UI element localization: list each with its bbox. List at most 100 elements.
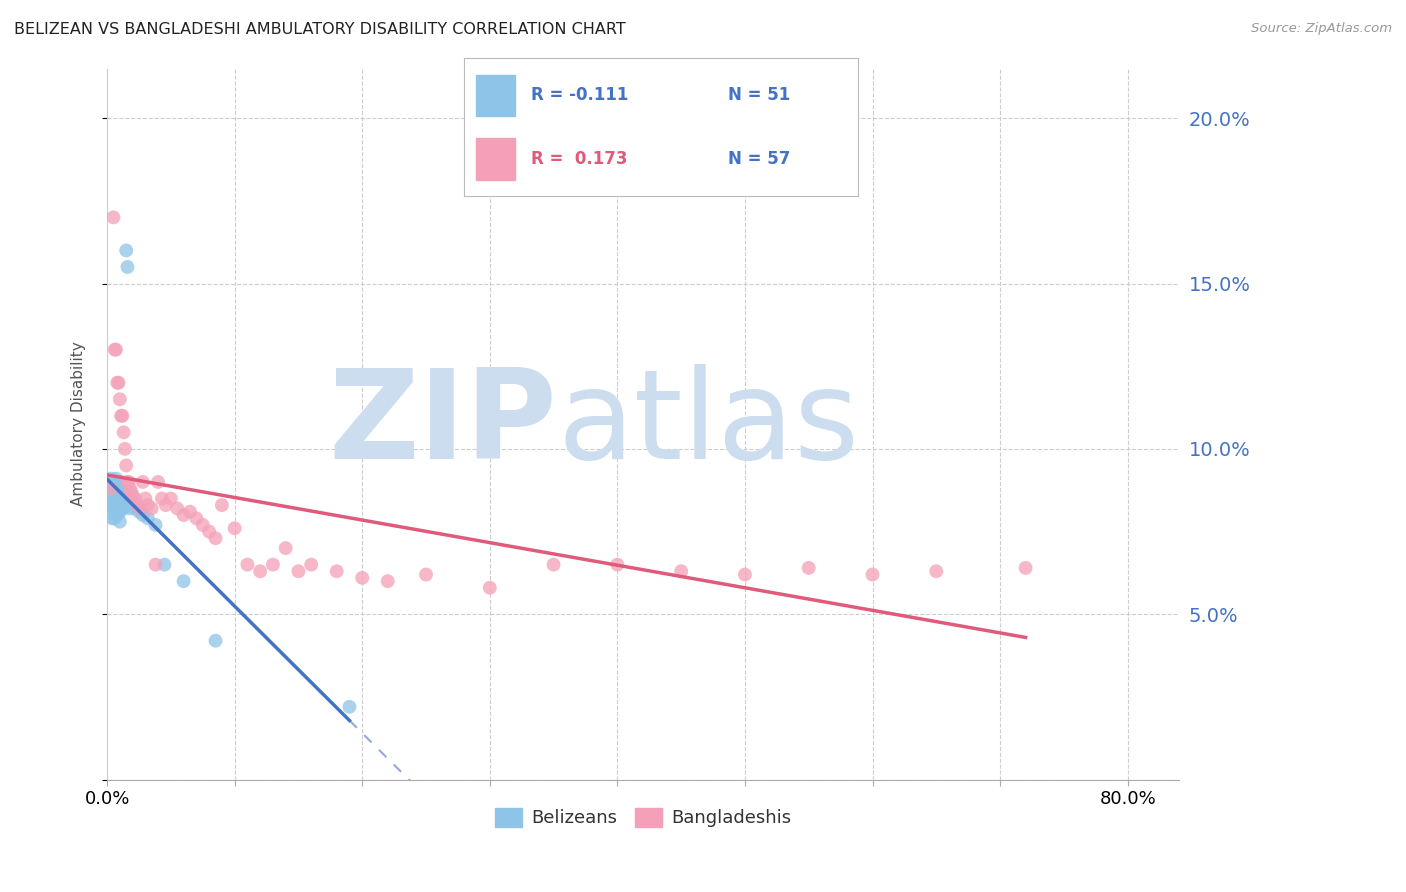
Point [145, 517, 167, 532]
Point [173, 508, 195, 522]
Point [105, 472, 128, 486]
Point [132, 475, 155, 489]
Point [108, 498, 131, 512]
Point [111, 409, 134, 423]
Point [101, 511, 124, 525]
Point [299, 558, 322, 572]
Point [114, 442, 136, 456]
Point [118, 491, 141, 506]
Y-axis label: Ambulatory Disability: Ambulatory Disability [72, 342, 86, 507]
Point [118, 501, 141, 516]
Point [105, 488, 128, 502]
Point [287, 564, 309, 578]
Point [105, 508, 128, 522]
Text: atlas: atlas [557, 364, 859, 484]
Point [160, 491, 183, 506]
Point [105, 498, 128, 512]
Point [274, 541, 297, 555]
Point [107, 478, 129, 492]
Point [415, 567, 437, 582]
Point [198, 524, 221, 539]
Point [150, 491, 173, 506]
Point [120, 484, 142, 499]
Point [104, 498, 127, 512]
Point [146, 475, 169, 489]
Point [105, 498, 128, 512]
Point [103, 482, 125, 496]
Point [127, 498, 149, 512]
Point [186, 511, 208, 525]
Bar [475, 138, 515, 179]
Point [114, 498, 136, 512]
Text: ZIP: ZIP [329, 364, 557, 484]
Point [105, 343, 128, 357]
Point [734, 567, 756, 582]
Point [103, 211, 125, 225]
Point [117, 260, 139, 274]
Point [155, 498, 177, 512]
Text: Source: ZipAtlas.com: Source: ZipAtlas.com [1251, 22, 1392, 36]
Point [145, 558, 167, 572]
Point [669, 564, 692, 578]
Bar [475, 75, 515, 116]
Point [110, 409, 132, 423]
Point [108, 515, 131, 529]
Point [211, 498, 233, 512]
Point [100, 482, 122, 496]
Point [129, 501, 152, 516]
Point [101, 484, 124, 499]
Point [111, 501, 134, 516]
Point [204, 633, 226, 648]
Point [107, 491, 129, 506]
Point [112, 501, 135, 516]
Legend: Belizeans, Bangladeshis: Belizeans, Bangladeshis [488, 801, 799, 835]
Text: N = 51: N = 51 [728, 87, 790, 104]
Point [105, 508, 128, 522]
Point [124, 501, 146, 516]
Point [262, 558, 284, 572]
Point [108, 392, 131, 407]
Point [115, 458, 138, 473]
Text: R =  0.173: R = 0.173 [531, 150, 627, 168]
Point [104, 343, 127, 357]
Point [112, 425, 135, 440]
Point [104, 484, 127, 499]
Point [104, 491, 127, 506]
Point [191, 517, 214, 532]
Point [101, 501, 124, 516]
Point [797, 561, 820, 575]
Point [377, 574, 399, 589]
Text: BELIZEAN VS BANGLADESHI AMBULATORY DISABILITY CORRELATION CHART: BELIZEAN VS BANGLADESHI AMBULATORY DISAB… [14, 22, 626, 37]
Point [136, 498, 159, 512]
Point [103, 491, 125, 506]
Point [862, 567, 884, 582]
Point [105, 488, 128, 502]
Point [108, 491, 131, 506]
Point [111, 484, 134, 499]
Point [179, 505, 201, 519]
Point [118, 475, 141, 489]
Point [1014, 561, 1036, 575]
Point [153, 558, 176, 572]
Point [173, 574, 195, 589]
Point [124, 491, 146, 506]
Text: N = 57: N = 57 [728, 150, 790, 168]
Point [112, 488, 135, 502]
Point [166, 501, 188, 516]
Point [136, 511, 159, 525]
Point [100, 482, 122, 496]
Point [117, 475, 139, 489]
Point [103, 498, 125, 512]
Point [132, 508, 155, 522]
Point [107, 376, 129, 390]
Point [105, 376, 128, 390]
Point [115, 244, 138, 258]
Point [141, 501, 163, 516]
Point [224, 521, 246, 535]
Point [105, 475, 128, 489]
Point [543, 558, 565, 572]
Point [108, 482, 131, 496]
Point [249, 564, 271, 578]
Point [339, 699, 361, 714]
Point [110, 498, 132, 512]
